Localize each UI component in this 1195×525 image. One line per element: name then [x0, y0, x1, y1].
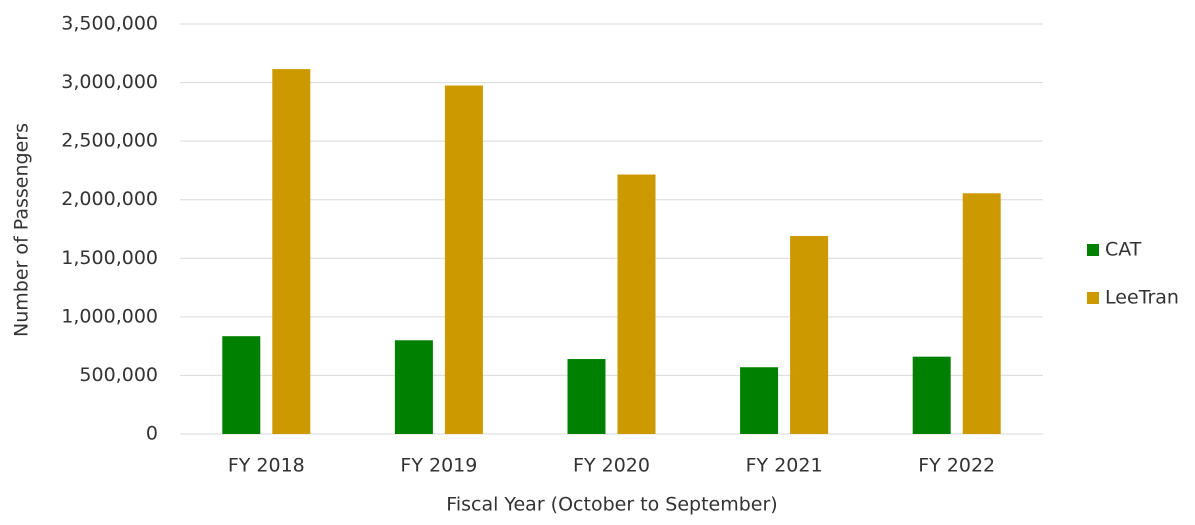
bar [912, 356, 951, 434]
bar [740, 367, 779, 434]
bar [272, 69, 311, 434]
y-tick-label: 500,000 [79, 364, 158, 386]
legend-swatch [1087, 292, 1099, 304]
bar [222, 336, 261, 434]
y-tick-label: 3,000,000 [61, 71, 158, 93]
legend-swatch [1087, 244, 1099, 256]
x-tick-label: FY 2022 [918, 455, 995, 477]
x-tick-label: FY 2020 [573, 455, 650, 477]
bar [790, 236, 829, 434]
bar [962, 193, 1001, 434]
y-tick-label: 0 [146, 423, 158, 445]
bar [394, 340, 433, 434]
bar [617, 174, 656, 434]
y-tick-label: 1,000,000 [61, 305, 158, 327]
y-axis-label: Number of Passengers [11, 123, 33, 337]
bar [444, 85, 483, 434]
legend-label: LeeTran [1105, 287, 1179, 309]
x-axis-label: Fiscal Year (October to September) [446, 494, 777, 516]
x-tick-label: FY 2018 [228, 455, 305, 477]
legend-label: CAT [1105, 239, 1142, 261]
x-tick-label: FY 2021 [746, 455, 823, 477]
bar [567, 359, 606, 434]
y-tick-label: 2,500,000 [61, 130, 158, 152]
y-tick-label: 3,500,000 [61, 13, 158, 35]
y-tick-label: 1,500,000 [61, 247, 158, 269]
y-tick-label: 2,000,000 [61, 188, 158, 210]
x-tick-label: FY 2019 [400, 455, 477, 477]
